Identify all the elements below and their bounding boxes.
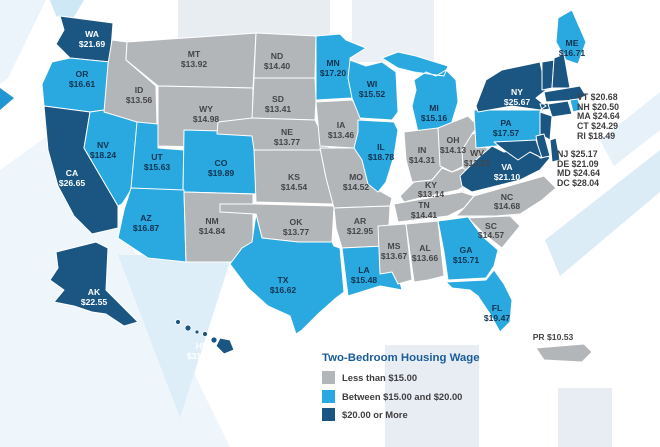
callout-row-ri: RI $18.49 bbox=[577, 130, 616, 141]
label-ia: IA $13.46 bbox=[328, 120, 355, 140]
state-arizona bbox=[117, 187, 187, 263]
label-me: ME $16.71 bbox=[559, 38, 586, 58]
callout-row-nh: NH $20.50 bbox=[577, 101, 620, 112]
legend-row-mid: Between $15.00 and $20.00 bbox=[322, 389, 480, 403]
state-alaska bbox=[49, 241, 139, 327]
label-ok: OK $13.77 bbox=[283, 217, 310, 237]
label-in: IN $14.31 bbox=[409, 145, 436, 165]
legend-swatch-lightblue bbox=[322, 389, 335, 403]
legend-label: Between $15.00 and $20.00 bbox=[342, 390, 463, 402]
state-hawaii-islands bbox=[175, 319, 235, 355]
northeast-callout-list: VT $20.68 NH $20.50 MA $24.64 CT $24.29 … bbox=[577, 92, 620, 142]
legend-label: Less than $15.00 bbox=[342, 372, 418, 383]
label-ar: AR $12.95 bbox=[347, 216, 374, 236]
label-tn: TN $14.41 bbox=[411, 200, 438, 220]
state-massachusetts bbox=[543, 85, 587, 103]
state-rhode-island bbox=[569, 98, 582, 113]
label-la: LA $15.48 bbox=[351, 265, 378, 285]
state-michigan bbox=[381, 51, 459, 133]
legend-label: $20.00 or More bbox=[342, 409, 408, 420]
label-pa: PA $17.57 bbox=[493, 118, 520, 138]
state-new-jersey bbox=[539, 111, 553, 141]
label-ks: KS $14.54 bbox=[281, 172, 308, 192]
territory-puerto-rico bbox=[535, 343, 593, 363]
label-az: AZ $16.87 bbox=[133, 213, 160, 233]
state-maryland bbox=[493, 139, 543, 161]
label-wv: WV $13.21 bbox=[464, 148, 491, 168]
label-ne: NE $13.77 bbox=[274, 127, 301, 147]
legend-row-high: $20.00 or More bbox=[322, 408, 480, 421]
label-wy: WY $14.98 bbox=[193, 104, 220, 124]
label-ky: KY $13.14 bbox=[418, 180, 445, 199]
label-va: VA $21.10 bbox=[494, 162, 521, 182]
label-hi: HI $31.61 bbox=[187, 341, 214, 361]
label-ms: MS $13.67 bbox=[381, 241, 408, 261]
label-il: IL $18.78 bbox=[368, 142, 395, 162]
label-nv: NV $18.24 bbox=[90, 140, 117, 160]
legend-swatch-darkblue bbox=[322, 408, 335, 421]
state-texas bbox=[229, 213, 345, 335]
label-nd: ND $14.40 bbox=[264, 51, 291, 71]
state-minnesota bbox=[315, 33, 367, 101]
label-sc: SC $14.57 bbox=[478, 221, 505, 240]
label-nc: NC $14.68 bbox=[494, 192, 521, 211]
callout-row-vt: VT $20.68 bbox=[577, 92, 618, 102]
callout-row-ct: CT $24.29 bbox=[577, 121, 619, 132]
label-wi: WI $15.52 bbox=[359, 79, 386, 99]
label-mi: MI $15.16 bbox=[421, 103, 448, 123]
state-georgia bbox=[437, 216, 499, 281]
label-pr: PR $10.53 bbox=[533, 332, 574, 342]
label-wa: WA $21.69 bbox=[79, 29, 106, 49]
label-mo: MO $14.52 bbox=[343, 172, 370, 192]
callout-row-de: DE $21.09 bbox=[557, 158, 599, 169]
label-oh: OH $14.13 bbox=[440, 135, 467, 155]
label-id: ID $13.56 bbox=[126, 85, 153, 105]
state-maine bbox=[555, 9, 587, 65]
state-illinois bbox=[353, 119, 399, 193]
label-mn: MN $17.20 bbox=[320, 58, 347, 78]
label-ak: AK $22.55 bbox=[81, 287, 108, 307]
legend: Two-Bedroom Housing Wage Less than $15.0… bbox=[322, 352, 480, 427]
label-ga: GA $15.71 bbox=[453, 245, 480, 265]
state-alabama bbox=[405, 220, 445, 283]
state-south-carolina bbox=[467, 215, 521, 249]
state-south-dakota bbox=[251, 77, 317, 121]
label-nm: NM $14.84 bbox=[199, 216, 226, 236]
state-labels-layer: WA $21.69 OR $16.61 CA $26.65 NV $18.24 ID $1… bbox=[59, 29, 586, 361]
state-wisconsin bbox=[347, 59, 399, 121]
state-connecticut bbox=[547, 100, 573, 118]
callout-row-ma: MA $24.64 bbox=[577, 111, 620, 122]
label-tx: TX $16.62 bbox=[270, 275, 297, 295]
state-north-dakota bbox=[253, 32, 317, 79]
label-ca: CA $26.65 bbox=[59, 168, 86, 188]
callout-row-nj: NJ $25.17 bbox=[557, 149, 598, 159]
state-north-carolina bbox=[455, 175, 557, 217]
states-layer bbox=[41, 9, 593, 363]
label-al: AL $13.66 bbox=[412, 243, 439, 263]
label-ut: UT $15.63 bbox=[144, 152, 171, 172]
legend-title: Two-Bedroom Housing Wage bbox=[322, 352, 480, 364]
label-sd: SD $13.41 bbox=[265, 94, 292, 114]
label-mt: MT $13.92 bbox=[181, 49, 208, 69]
label-co: CO $19.89 bbox=[208, 158, 235, 178]
callout-row-md: MD $24.64 bbox=[557, 168, 601, 179]
legend-swatch-gray bbox=[322, 371, 335, 384]
label-fl: FL $19.47 bbox=[484, 303, 511, 323]
midatlantic-callout-list: NJ $25.17 DE $21.09 MD $24.64 DC $28.04 bbox=[557, 149, 601, 189]
callout-row-dc: DC $28.04 bbox=[557, 178, 600, 189]
legend-row-low: Less than $15.00 bbox=[322, 371, 480, 384]
label-ny: NY $25.67 bbox=[504, 87, 531, 107]
state-florida bbox=[445, 269, 513, 333]
label-or: OR $16.61 bbox=[69, 69, 96, 89]
